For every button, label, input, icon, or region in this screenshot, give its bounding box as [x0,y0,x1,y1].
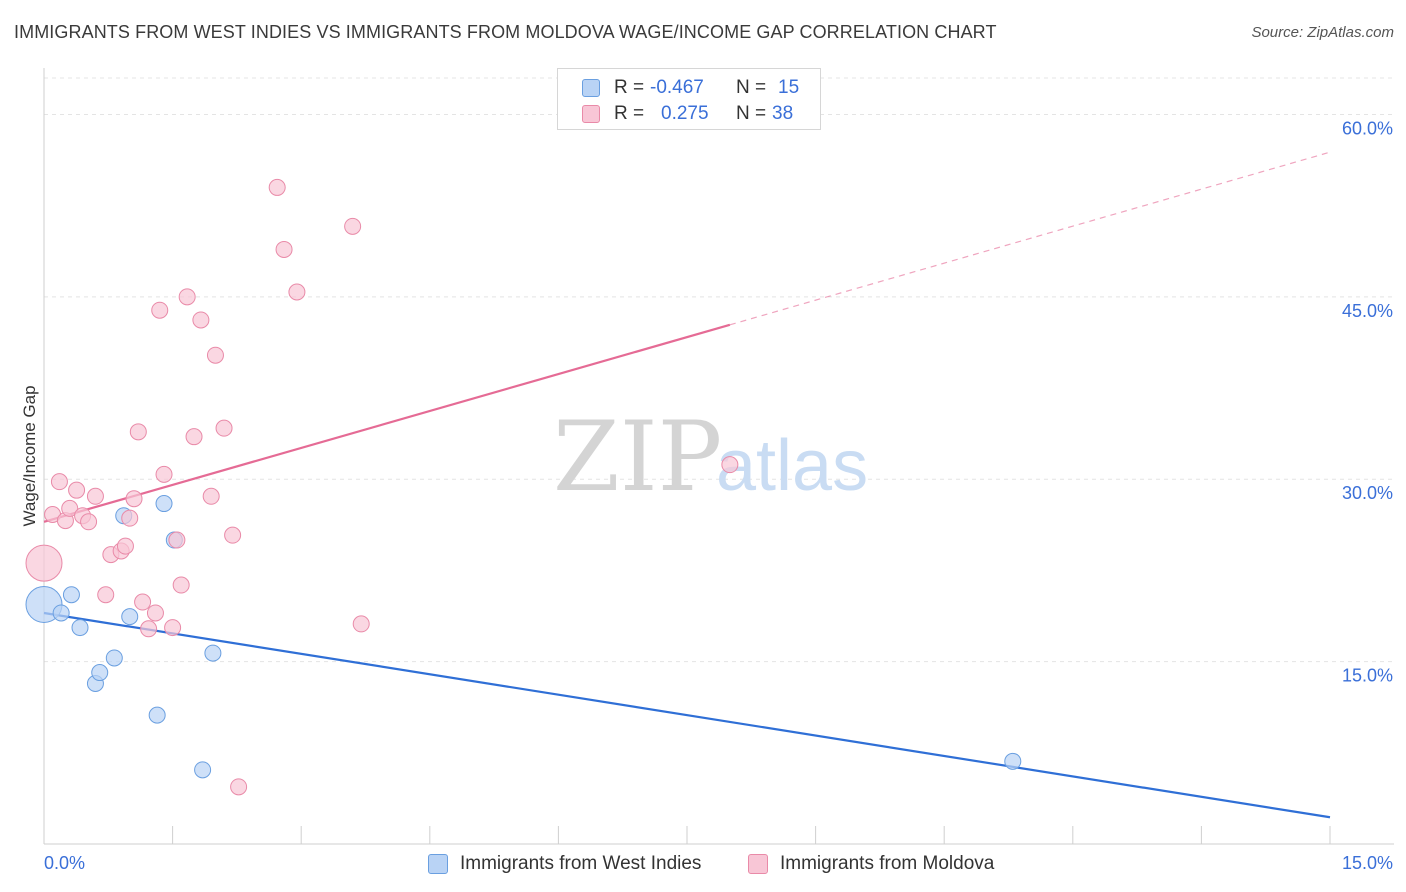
data-point-moldova [172,576,190,594]
data-point-west-indies [155,495,173,513]
data-point-moldova [116,537,134,555]
data-point-west-indies [1004,752,1022,770]
trend-lines [43,151,1331,819]
legend-r-label: R = [614,77,645,98]
legend-n-value: 15 [778,77,800,98]
stats-legend: R = -0.467 N = 15 R = 0.275 N = 38 [557,68,821,130]
watermark-zip: ZIP [553,401,722,513]
data-point-west-indies [194,761,212,779]
tick-labels: 15.0% 30.0% 45.0% 60.0% 0.0% 15.0% [44,118,1393,873]
trend-line-moldova-extension [729,151,1331,326]
data-point-moldova [121,509,139,527]
data-point-west-indies [52,604,70,622]
data-point-moldova [224,526,242,544]
data-point-moldova [288,283,306,301]
data-point-moldova [86,487,104,505]
watermark: ZIP atlas [553,401,868,513]
data-point-west-indies [71,619,89,637]
gridlines [44,77,1394,663]
axes [43,68,1394,845]
data-point-west-indies [204,644,222,662]
source-label: Source: ZipAtlas.com [1251,24,1394,41]
y-tick-label: 30.0% [1342,483,1393,503]
data-point-moldova [344,217,362,235]
legend-swatch-blue [428,854,448,874]
x-tick-label: 15.0% [1342,853,1393,873]
data-point-moldova [97,586,115,604]
legend-n-value: 38 [772,103,794,124]
legend-r-label: R = [614,103,645,124]
data-point-moldova [352,615,370,633]
data-point-moldova [140,620,158,638]
x-tick-label: 0.0% [44,853,85,873]
legend-r-value: -0.467 [650,77,704,98]
data-point-west-indies [148,706,166,724]
legend-n-label: N = [736,103,767,124]
data-point-moldova [61,499,79,517]
data-point-moldova [80,513,98,531]
data-point-moldova [129,423,147,441]
legend-label: Immigrants from Moldova [780,853,995,874]
data-point-moldova [202,487,220,505]
data-point-moldova [206,346,224,364]
data-point-moldova [50,473,68,491]
legend-n-label: N = [736,77,767,98]
legend-r-value: 0.275 [661,103,709,124]
data-point-moldova [25,544,63,582]
data-point-moldova [134,593,152,611]
data-point-moldova [215,419,233,437]
chart-title: IMMIGRANTS FROM WEST INDIES VS IMMIGRANT… [14,22,997,42]
data-point-moldova [146,604,164,622]
data-point-west-indies [121,608,139,626]
data-point-moldova [185,428,203,446]
y-axis-label: Wage/Income Gap [20,385,39,526]
y-tick-label: 45.0% [1342,301,1393,321]
data-point-moldova [178,288,196,306]
data-points [25,178,1022,796]
data-point-west-indies [62,586,80,604]
data-point-moldova [230,778,248,796]
data-point-moldova [155,465,173,483]
y-tick-label: 60.0% [1342,118,1393,138]
data-point-moldova [192,311,210,329]
y-tick-label: 15.0% [1342,666,1393,686]
data-point-west-indies [91,664,109,682]
legend-label: Immigrants from West Indies [460,853,702,874]
data-point-moldova [721,456,739,474]
data-point-moldova [68,481,86,499]
legend-swatch-pink [748,854,768,874]
data-point-moldova [275,240,293,258]
data-point-moldova [268,178,286,196]
data-point-moldova [151,301,169,319]
trend-line-moldova [43,323,731,523]
data-point-west-indies [105,649,123,667]
data-point-moldova [164,619,182,637]
legend-swatch-pink [582,105,600,123]
watermark-atlas: atlas [716,426,868,506]
legend-swatch-blue [582,79,600,97]
data-point-moldova [125,490,143,508]
trend-line-west-indies [43,611,1331,819]
data-point-moldova [168,531,186,549]
